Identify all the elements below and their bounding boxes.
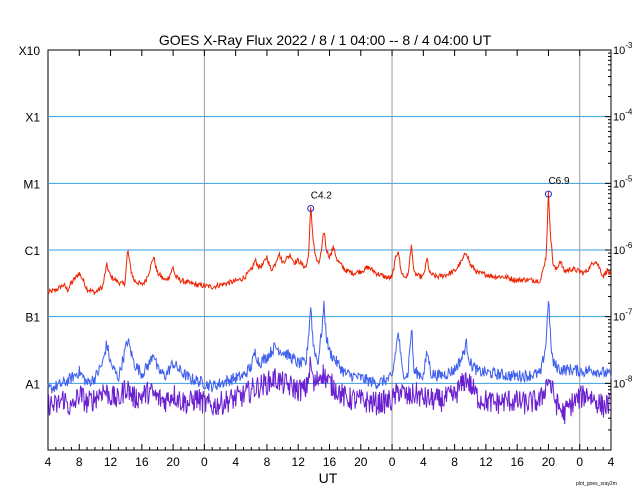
x-tick-label-9: 16: [323, 455, 337, 469]
flux-axis-label--3: 10-3: [613, 41, 633, 57]
x-tick-label-8: 12: [292, 455, 306, 469]
flux-axis-exponent--5: -5: [625, 174, 633, 183]
flare-class-label-a1: A1: [25, 377, 40, 391]
flux-axis-label--8: 10-8: [613, 374, 633, 390]
x-tick-label-7: 8: [264, 455, 271, 469]
flux-axis-label--7: 10-7: [613, 308, 633, 324]
x-tick-label-0: 4: [45, 455, 52, 469]
x-tick-label-5: 0: [201, 455, 208, 469]
peak-marker-1: [544, 190, 552, 198]
peak-label-1: C6.9: [548, 176, 570, 187]
x-tick-label-17: 0: [576, 455, 583, 469]
x-tick-label-4: 20: [166, 455, 180, 469]
x-tick-label-14: 12: [479, 455, 493, 469]
series-line-0: [47, 191, 611, 295]
flare-class-axis: X10 X1 M1 C1 B1 A1: [19, 44, 41, 391]
x-axis-title: UT: [319, 470, 338, 486]
x-tick-label-13: 8: [451, 455, 458, 469]
series-line-1: [47, 300, 612, 394]
flare-class-label-x1: X1: [25, 111, 40, 125]
x-tick-label-18: 4: [608, 455, 615, 469]
peak-marker-0: [307, 204, 315, 212]
chart-title: GOES X-Ray Flux 2022 / 8 / 1 04:00 -- 8 …: [159, 32, 492, 48]
x-tick-label-6: 4: [232, 455, 239, 469]
flux-axis-label--4: 10-4: [613, 108, 633, 124]
x-tick-label-15: 16: [510, 455, 524, 469]
x-tick-label-11: 0: [389, 455, 396, 469]
x-tick-label-12: 4: [420, 455, 427, 469]
flux-axis-exponent--4: -4: [625, 108, 633, 117]
x-tick-label-10: 20: [354, 455, 368, 469]
x-tick-label-2: 12: [104, 455, 118, 469]
grid-layer: [48, 50, 611, 450]
x-tick-label-16: 20: [542, 455, 556, 469]
flux-axis-exponent--8: -8: [625, 374, 633, 383]
series-line-2: [47, 356, 612, 425]
flux-axis-exponent--7: -7: [625, 308, 633, 317]
flare-class-label-m1: M1: [23, 177, 40, 191]
annotation-layer: C4.2 C6.9: [307, 176, 570, 212]
series-layer: [47, 191, 612, 425]
flux-axis-exponent--3: -3: [625, 41, 633, 50]
flare-class-label-c1: C1: [25, 244, 41, 258]
flux-axis-exponent--6: -6: [625, 241, 633, 250]
flare-class-label-b1: B1: [25, 311, 40, 325]
flux-axis-label--5: 10-5: [613, 174, 633, 190]
x-axis: 4 8 12 16 20 0 4 8 12 16 20 0 4 8 12 16 20 0 4: [45, 50, 615, 469]
flux-axis-label--6: 10-6: [613, 241, 633, 257]
flare-class-label-x10: X10: [19, 44, 41, 58]
x-tick-label-3: 16: [135, 455, 149, 469]
plot-credit: plot_goes_xray2m: [576, 481, 617, 487]
peak-label-0: C4.2: [311, 190, 333, 201]
x-tick-label-1: 8: [76, 455, 83, 469]
